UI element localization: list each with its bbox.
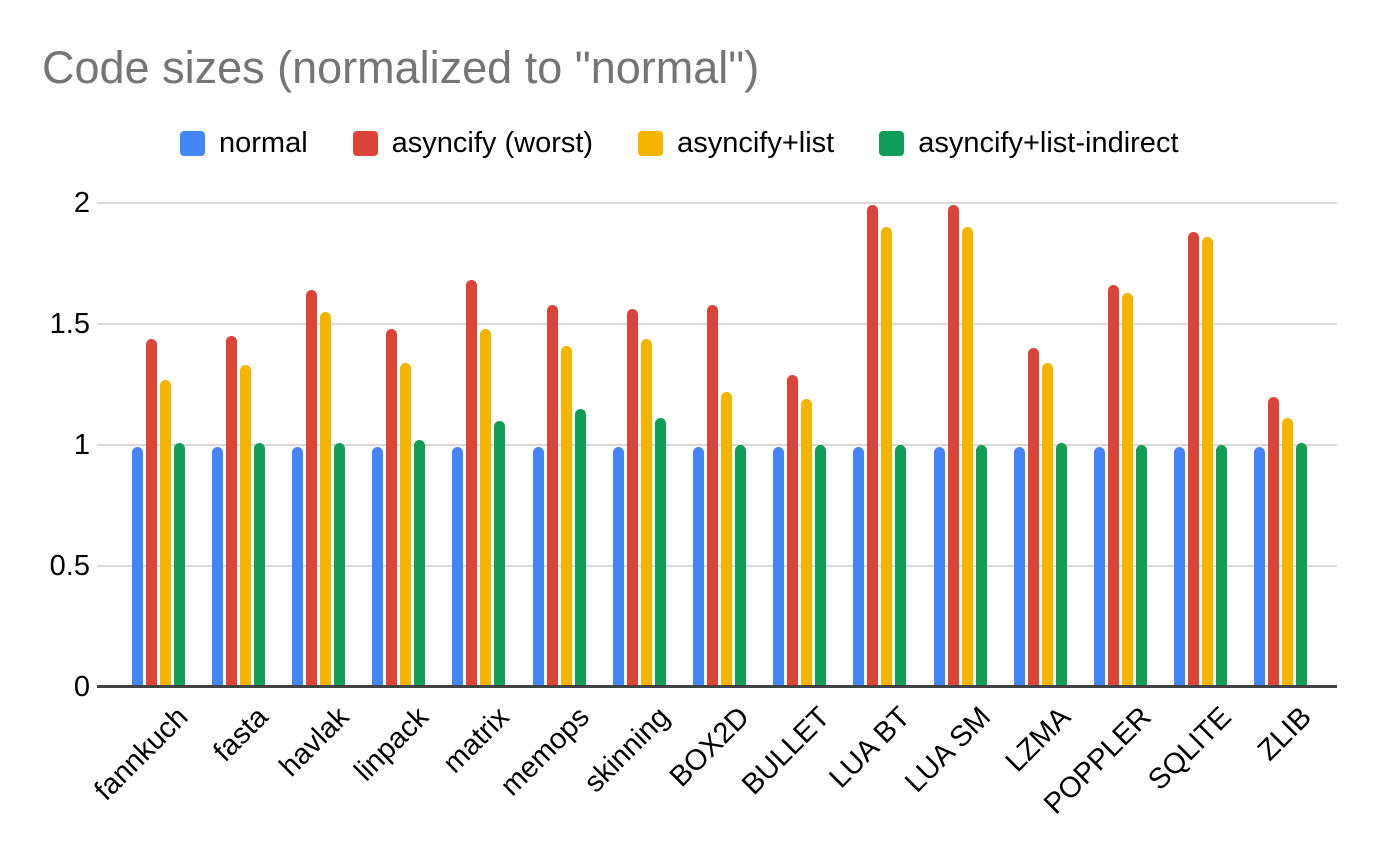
bar-asyncify-list bbox=[1122, 293, 1134, 687]
bar-asyncify-worst bbox=[145, 339, 157, 687]
y-axis-tick-label: 1.5 bbox=[49, 308, 90, 340]
chart-title: Code sizes (normalized to "normal") bbox=[42, 42, 760, 93]
bar-asyncify-list-indirect bbox=[815, 445, 827, 687]
legend-label: asyncify (worst) bbox=[391, 127, 594, 159]
bar-asyncify-list bbox=[1202, 237, 1214, 687]
bar-asyncify-list bbox=[881, 227, 893, 687]
x-axis-category-label: fasta bbox=[207, 701, 275, 769]
bar-asyncify-list bbox=[319, 312, 331, 687]
bar-asyncify-list bbox=[720, 392, 732, 687]
bar-normal bbox=[372, 447, 384, 687]
bar-asyncify-worst bbox=[466, 280, 478, 687]
legend-swatch bbox=[352, 131, 378, 156]
bar-asyncify-worst bbox=[706, 305, 718, 687]
bar-asyncify-list bbox=[961, 227, 973, 687]
bar-asyncify-list bbox=[159, 380, 171, 687]
bar-normal bbox=[1013, 447, 1025, 687]
x-axis-category-label: linpack bbox=[348, 701, 436, 788]
x-axis-category-label: BULLET bbox=[736, 701, 837, 802]
bar-asyncify-list-indirect bbox=[1136, 445, 1148, 687]
legend-item-asyncify-list: asyncify+list bbox=[638, 127, 834, 160]
bar-asyncify-worst bbox=[225, 336, 237, 687]
bar-asyncify-list bbox=[560, 346, 572, 687]
bar-asyncify-list-indirect bbox=[975, 445, 987, 687]
x-axis-category-label: LZMA bbox=[999, 701, 1077, 779]
legend-swatch bbox=[638, 131, 664, 156]
bar-asyncify-worst bbox=[947, 205, 959, 687]
bar-asyncify-list bbox=[480, 329, 492, 687]
legend-label: asyncify+list bbox=[677, 127, 835, 159]
y-axis-tick-label: 0.5 bbox=[49, 550, 90, 582]
bar-normal bbox=[211, 447, 223, 687]
x-axis-category-label: memops bbox=[494, 701, 596, 803]
bar-asyncify-list-indirect bbox=[173, 443, 185, 687]
bar-asyncify-list-indirect bbox=[654, 418, 666, 687]
bar-asyncify-list-indirect bbox=[414, 440, 426, 687]
bar-asyncify-list-indirect bbox=[333, 443, 345, 687]
x-axis-category-label: havlak bbox=[273, 701, 356, 783]
y-axis-tick-label: 1 bbox=[73, 429, 90, 461]
bar-normal bbox=[612, 447, 624, 687]
bar-asyncify-list bbox=[400, 363, 412, 687]
x-axis-line bbox=[97, 685, 1337, 688]
chart-legend: normal asyncify (worst) asyncify+list async… bbox=[180, 127, 1179, 160]
legend-item-normal: normal bbox=[180, 127, 308, 160]
bar-asyncify-list-indirect bbox=[494, 421, 506, 687]
legend-label: asyncify+list-indirect bbox=[918, 127, 1179, 159]
bar-normal bbox=[131, 447, 143, 687]
bar-asyncify-worst bbox=[867, 205, 879, 687]
bar-asyncify-list bbox=[1041, 363, 1053, 687]
bar-normal bbox=[1174, 447, 1186, 687]
bar-asyncify-list-indirect bbox=[895, 445, 907, 687]
bar-asyncify-list-indirect bbox=[734, 445, 746, 687]
bar-normal bbox=[692, 447, 704, 687]
bar-asyncify-worst bbox=[1108, 285, 1120, 687]
bar-normal bbox=[773, 447, 785, 687]
bar-asyncify-list-indirect bbox=[1216, 445, 1228, 687]
bar-normal bbox=[1254, 447, 1266, 687]
bar-normal bbox=[291, 447, 303, 687]
bar-asyncify-list-indirect bbox=[574, 409, 586, 687]
bar-asyncify-worst bbox=[305, 290, 317, 687]
bar-asyncify-worst bbox=[1268, 397, 1280, 687]
bar-asyncify-list bbox=[640, 339, 652, 687]
y-axis-tick-label: 2 bbox=[73, 187, 90, 219]
bar-asyncify-worst bbox=[546, 305, 558, 687]
bar-asyncify-list bbox=[1282, 418, 1294, 687]
bar-asyncify-list bbox=[239, 365, 251, 687]
legend-swatch bbox=[180, 131, 205, 156]
bar-asyncify-list-indirect bbox=[253, 443, 265, 687]
bar-asyncify-list-indirect bbox=[1296, 443, 1308, 687]
x-axis-category-label: ZLIB bbox=[1251, 701, 1318, 767]
bar-asyncify-worst bbox=[386, 329, 398, 687]
bar-asyncify-list-indirect bbox=[1055, 443, 1067, 687]
legend-label: normal bbox=[219, 127, 308, 159]
x-axis-category-label: SQLITE bbox=[1141, 701, 1238, 797]
x-axis-category-label: fannkuch bbox=[88, 701, 195, 807]
y-axis-tick-label: 0 bbox=[73, 671, 90, 703]
bar-asyncify-worst bbox=[1188, 232, 1200, 687]
bar-normal bbox=[1094, 447, 1106, 687]
bar-normal bbox=[532, 447, 544, 687]
legend-item-asyncify-list-indirect: asyncify+list-indirect bbox=[879, 127, 1179, 160]
bar-asyncify-worst bbox=[787, 375, 799, 687]
legend-swatch bbox=[879, 131, 905, 156]
bar-normal bbox=[853, 447, 865, 687]
bar-normal bbox=[452, 447, 464, 687]
bar-asyncify-worst bbox=[1027, 348, 1039, 687]
bar-asyncify-list bbox=[801, 399, 813, 687]
bar-asyncify-worst bbox=[626, 309, 638, 687]
gridline bbox=[97, 202, 1337, 204]
legend-item-asyncify-worst: asyncify (worst) bbox=[352, 127, 594, 160]
bar-normal bbox=[933, 447, 945, 687]
x-axis-category-label: LUA SM bbox=[898, 701, 997, 799]
x-axis-category-label: skinning bbox=[578, 701, 676, 799]
